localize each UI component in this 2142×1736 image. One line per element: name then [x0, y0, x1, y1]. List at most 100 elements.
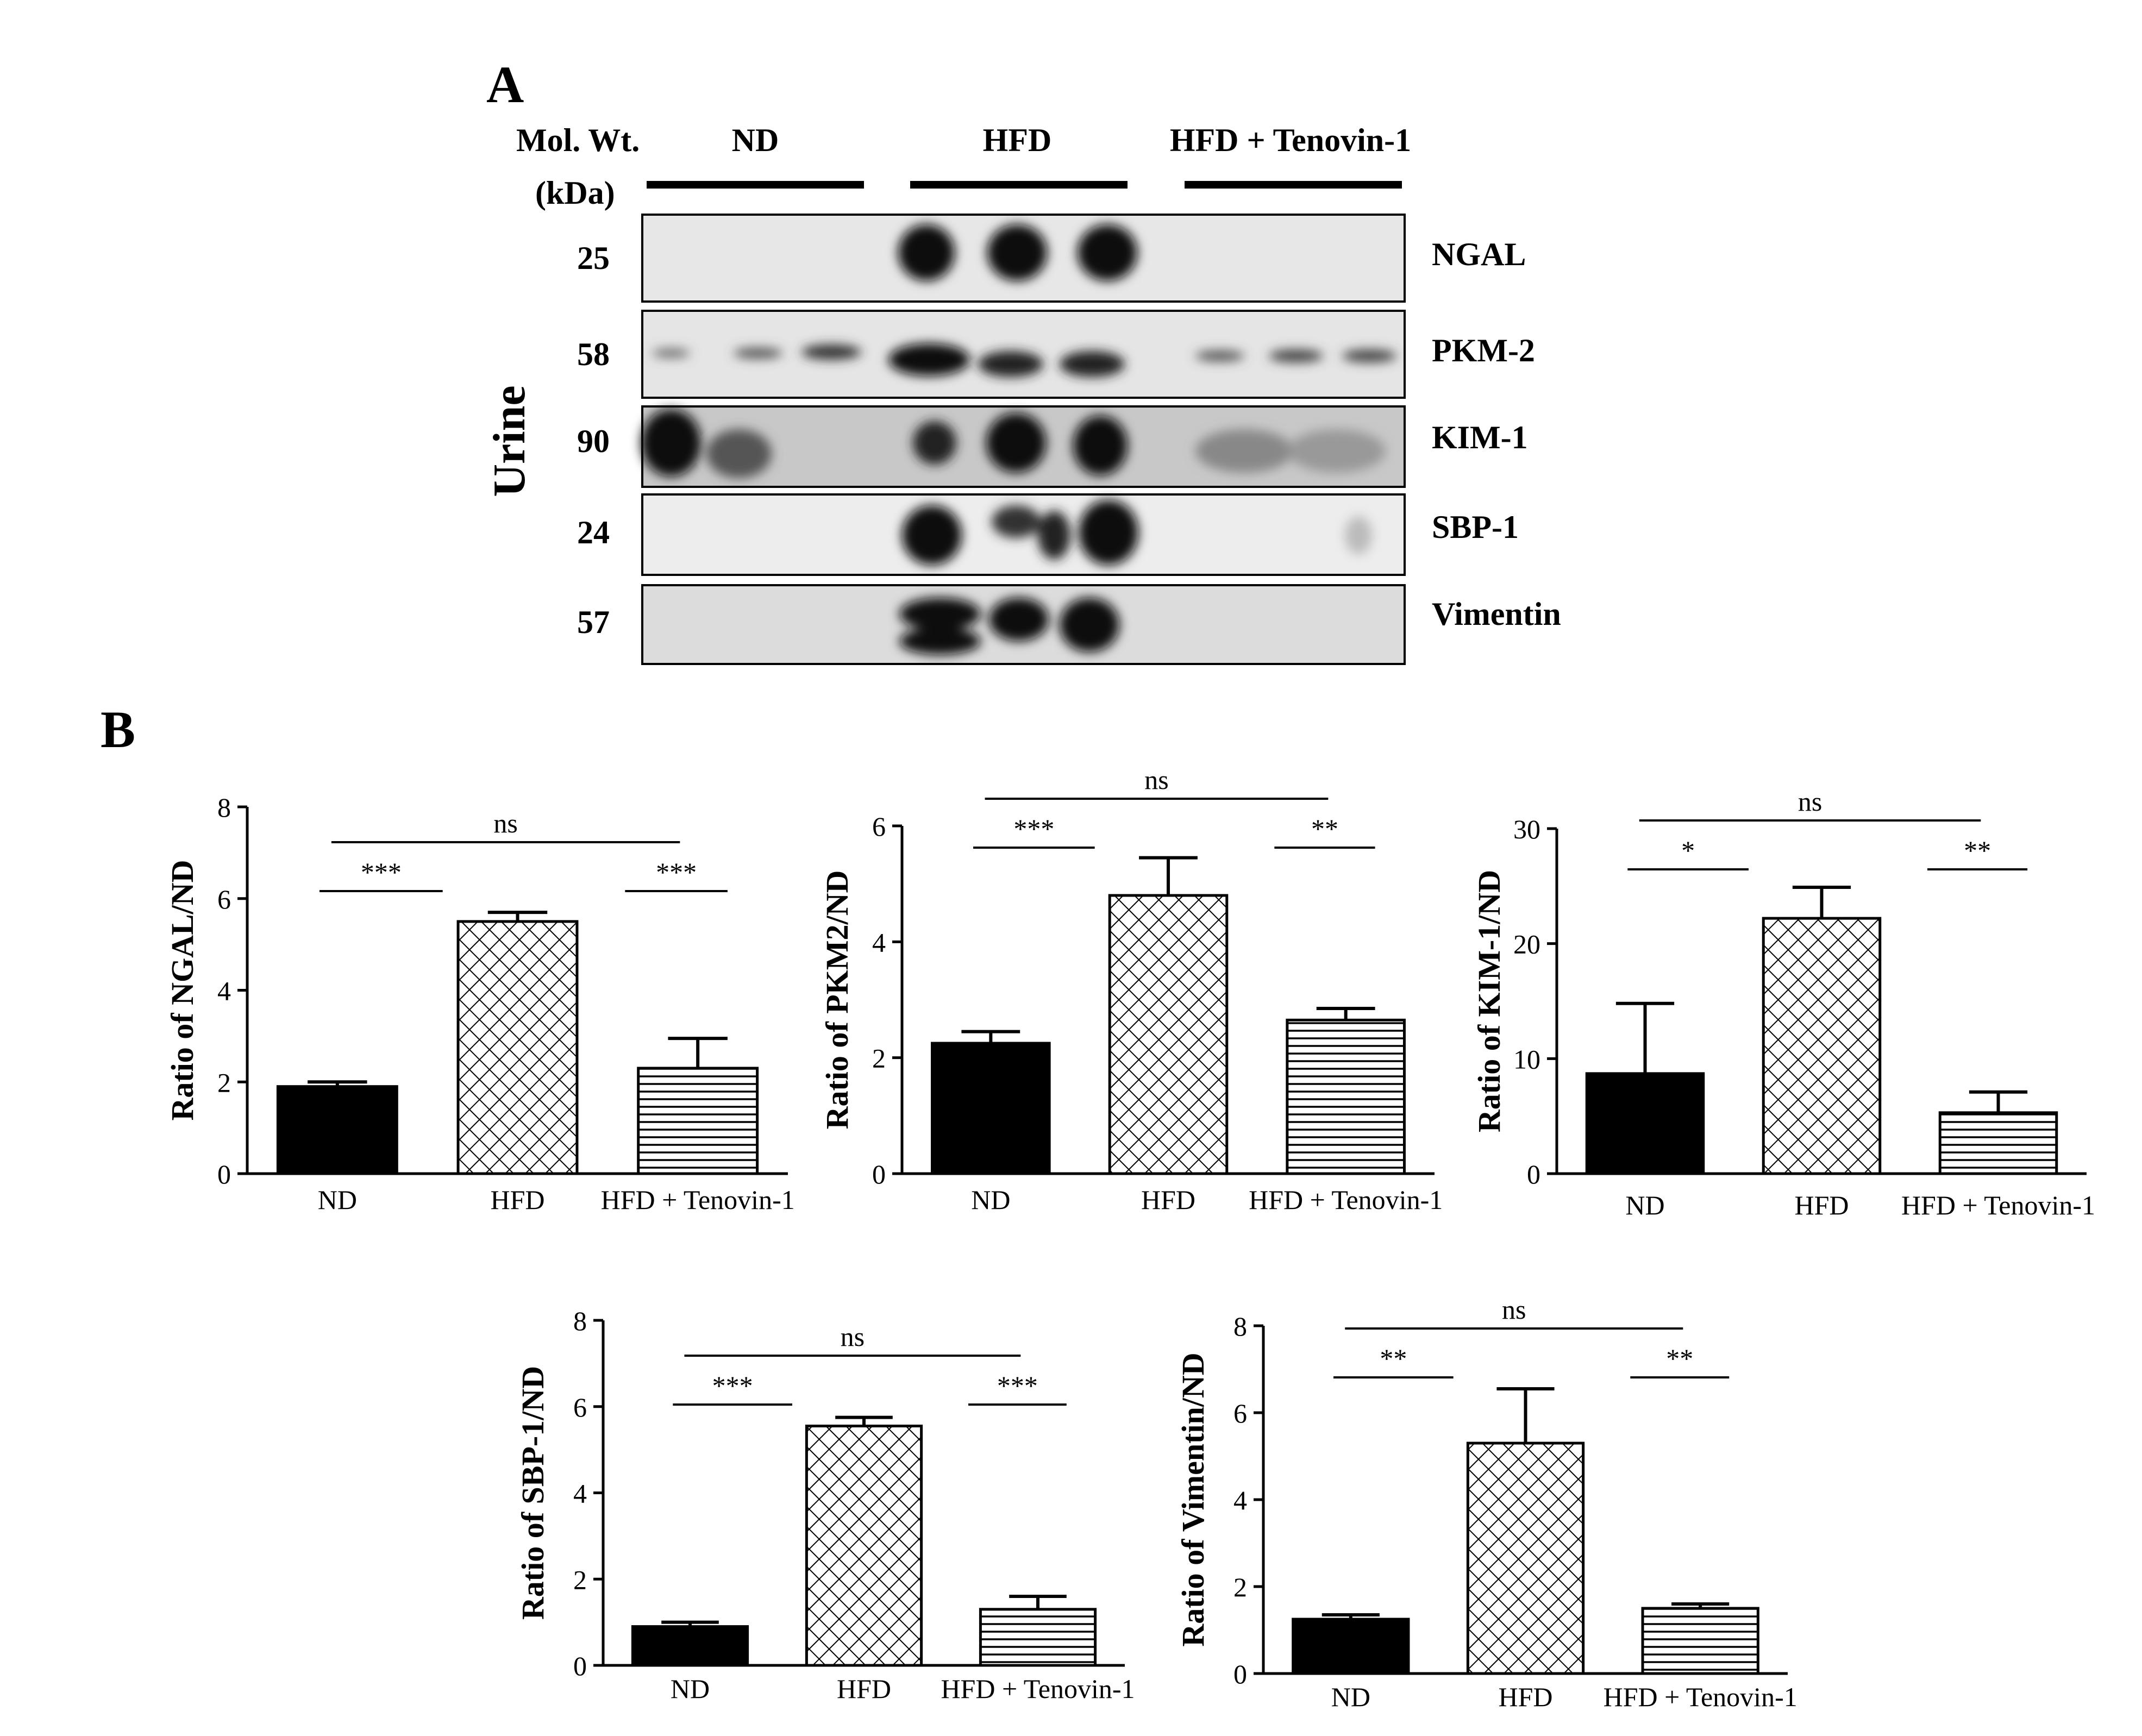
x-tick-label: ND — [318, 1185, 357, 1215]
x-tick-label: ND — [671, 1674, 710, 1704]
y-tick-label: 6 — [872, 811, 886, 842]
bar-3 — [979, 1608, 1097, 1667]
significance-label: ** — [1666, 1343, 1693, 1374]
significance-label: ns — [493, 808, 517, 838]
y-axis-label: Ratio of KIM-1/ND — [1471, 870, 1507, 1132]
bar-1 — [276, 1085, 398, 1175]
y-axis-label: Ratio of PKM2/ND — [819, 870, 855, 1130]
y-tick-label: 4 — [573, 1478, 587, 1509]
x-tick-label: HFD + Tenovin-1 — [1901, 1190, 2095, 1220]
mw-value-pkm2: 58 — [577, 336, 610, 372]
y-tick-label: 0 — [217, 1159, 231, 1189]
y-tick-label: 4 — [1233, 1485, 1247, 1515]
x-tick-label: HFD — [1794, 1190, 1849, 1220]
y-tick-label: 8 — [1233, 1311, 1247, 1342]
bar-chart-1: 0 2 4 6 8 Ratio of NGAL/ND ND HFD HFD + Tenovin-… — [165, 792, 795, 1215]
group-label-hfd: HFD — [983, 122, 1052, 158]
group-label-hfd-tenovin: HFD + Tenovin-1 — [1170, 122, 1411, 158]
y-tick-label: 0 — [573, 1651, 587, 1681]
group-label-nd: ND — [732, 122, 779, 158]
x-tick-label: HFD — [837, 1674, 891, 1704]
blot-row-vimentin: 57 Vimentin — [577, 584, 1561, 665]
blot-bands-pkm2 — [652, 343, 1396, 377]
bar-3 — [1641, 1607, 1759, 1675]
panel-a-letter: A — [486, 55, 524, 114]
y-tick-label: 0 — [1527, 1159, 1540, 1189]
bar-1 — [631, 1625, 749, 1667]
panel-b-letter: B — [101, 700, 135, 759]
bar-3 — [1286, 1018, 1406, 1175]
y-tick-label: 4 — [872, 927, 886, 957]
significance-label: ns — [1144, 764, 1168, 795]
significance-label: *** — [361, 857, 402, 887]
bar-charts: 0 2 4 6 8 Ratio of NGAL/ND ND HFD HFD + Tenovin-… — [165, 764, 2095, 1712]
blot-row-pkm2: 58 PKM-2 — [577, 310, 1535, 399]
y-axis-label: Ratio of NGAL/ND — [165, 860, 200, 1120]
mw-value-sbp1: 24 — [577, 515, 610, 550]
bar-chart-4: 0 2 4 6 8 Ratio of SBP-1/ND ND HFD HFD + Tenovin… — [515, 1306, 1135, 1704]
x-tick-label: HFD + Tenovin-1 — [601, 1185, 795, 1215]
protein-label-ngal: NGAL — [1432, 236, 1526, 272]
significance-label: ns — [841, 1321, 865, 1352]
bar-1 — [931, 1042, 1051, 1175]
y-axis-label: Ratio of Vimentin/ND — [1175, 1352, 1211, 1646]
blot-row-kim1: 90 KIM-1 — [577, 405, 1528, 488]
x-tick-label: ND — [1331, 1682, 1370, 1712]
x-tick-label: ND — [971, 1185, 1010, 1215]
blot-bands-vimentin — [899, 598, 1119, 655]
bar-chart-5: 0 2 4 6 8 Ratio of Vimentin/ND ND HFD HFD + Teno… — [1175, 1294, 1797, 1712]
y-tick-label: 30 — [1513, 814, 1540, 844]
y-tick-label: 10 — [1513, 1044, 1540, 1074]
mw-value-ngal: 25 — [577, 240, 610, 276]
bar-2 — [1762, 917, 1882, 1175]
significance-label: *** — [997, 1370, 1038, 1401]
protein-label-pkm2: PKM-2 — [1432, 333, 1535, 368]
bar-3 — [1938, 1111, 2058, 1175]
protein-label-sbp1: SBP-1 — [1432, 509, 1519, 545]
bar-2 — [805, 1424, 923, 1667]
bar-2 — [1466, 1442, 1585, 1675]
x-tick-label: HFD — [1141, 1185, 1195, 1215]
protein-label-vimentin: Vimentin — [1432, 596, 1561, 632]
y-tick-label: 6 — [573, 1392, 587, 1422]
significance-label: ** — [1380, 1343, 1407, 1374]
bar-2 — [1108, 894, 1229, 1175]
blot-row-sbp1: 24 SBP-1 — [577, 493, 1519, 576]
significance-label: ns — [1502, 1294, 1526, 1325]
significance-label: ** — [1311, 813, 1338, 844]
protein-label-kim1: KIM-1 — [1432, 419, 1528, 455]
significance-label: *** — [656, 857, 697, 887]
y-tick-label: 0 — [1233, 1659, 1247, 1689]
significance-label: *** — [712, 1370, 753, 1401]
significance-label: ** — [1964, 835, 1991, 866]
y-tick-label: 0 — [872, 1159, 886, 1189]
y-tick-label: 2 — [573, 1564, 587, 1595]
y-tick-label: 8 — [573, 1306, 587, 1336]
sample-label-urine: Urine — [484, 385, 535, 497]
bar-1 — [1585, 1072, 1705, 1175]
significance-label: ns — [1798, 786, 1822, 817]
x-tick-label: HFD + Tenovin-1 — [1249, 1185, 1443, 1215]
y-tick-label: 6 — [1233, 1398, 1247, 1428]
blot-row-ngal: 25 NGAL — [577, 214, 1526, 303]
blot-bands-ngal — [898, 224, 1137, 281]
mw-header-line2: (kDa) — [535, 175, 615, 211]
y-tick-label: 6 — [217, 884, 231, 914]
y-tick-label: 2 — [217, 1067, 231, 1098]
significance-label: * — [1681, 835, 1695, 866]
y-tick-label: 4 — [217, 976, 231, 1006]
x-tick-label: HFD — [490, 1185, 544, 1215]
x-tick-label: ND — [1625, 1190, 1664, 1220]
y-tick-label: 8 — [217, 792, 231, 823]
bar-2 — [456, 920, 579, 1175]
y-tick-label: 2 — [872, 1043, 886, 1074]
y-axis-label: Ratio of SBP-1/ND — [515, 1366, 550, 1620]
mw-header-line1: Mol. Wt. — [516, 122, 640, 158]
mw-value-kim1: 90 — [577, 423, 610, 459]
x-tick-label: HFD — [1498, 1682, 1552, 1712]
x-tick-label: HFD + Tenovin-1 — [941, 1674, 1135, 1704]
bar-1 — [1292, 1618, 1410, 1675]
y-tick-label: 20 — [1513, 929, 1540, 960]
